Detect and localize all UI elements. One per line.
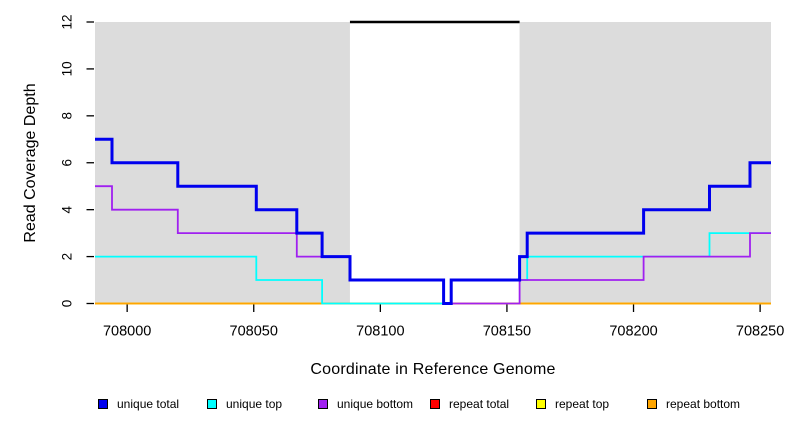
y-tick-label: 0 bbox=[60, 300, 75, 308]
x-tick-label: 708050 bbox=[230, 324, 278, 340]
legend-label: unique top bbox=[226, 397, 283, 411]
y-tick-label: 8 bbox=[60, 112, 75, 120]
y-tick-label: 6 bbox=[60, 159, 75, 167]
legend-swatch-repeat-total bbox=[430, 399, 440, 409]
legend-item-unique-bottom: unique bottom bbox=[318, 396, 413, 412]
legend-item-repeat-total: repeat total bbox=[430, 396, 509, 412]
x-axis-title: Coordinate in Reference Genome bbox=[310, 361, 556, 378]
unshaded-region bbox=[349, 22, 520, 304]
legend-label: unique total bbox=[117, 397, 180, 411]
legend-swatch-repeat-bottom bbox=[647, 399, 657, 409]
legend: unique total unique top unique bottom repea… bbox=[0, 396, 792, 416]
legend-label: repeat top bbox=[555, 397, 610, 411]
y-tick-label: 12 bbox=[60, 14, 75, 29]
legend-label: repeat total bbox=[449, 397, 510, 411]
y-tick-label: 4 bbox=[60, 205, 75, 213]
legend-item-unique-total: unique total bbox=[98, 396, 179, 412]
legend-item-unique-top: unique top bbox=[207, 396, 282, 412]
y-axis-title: Read Coverage Depth bbox=[22, 83, 39, 243]
legend-swatch-unique-total bbox=[98, 399, 108, 409]
legend-swatch-repeat-top bbox=[536, 399, 546, 409]
y-tick-label: 2 bbox=[60, 253, 75, 261]
legend-item-repeat-bottom: repeat bottom bbox=[647, 396, 740, 412]
legend-label: repeat bottom bbox=[666, 397, 741, 411]
legend-swatch-unique-bottom bbox=[318, 399, 328, 409]
legend-swatch-unique-top bbox=[207, 399, 217, 409]
y-tick-label: 10 bbox=[60, 61, 75, 76]
x-tick-label: 708250 bbox=[736, 324, 784, 340]
x-tick-label: 708150 bbox=[483, 324, 531, 340]
x-tick-label: 708100 bbox=[356, 324, 404, 340]
x-tick-label: 708200 bbox=[609, 324, 657, 340]
x-tick-label: 708000 bbox=[103, 324, 151, 340]
legend-label: unique bottom bbox=[337, 397, 414, 411]
series-line-unique-total bbox=[95, 137, 771, 305]
legend-item-repeat-top: repeat top bbox=[536, 396, 609, 412]
